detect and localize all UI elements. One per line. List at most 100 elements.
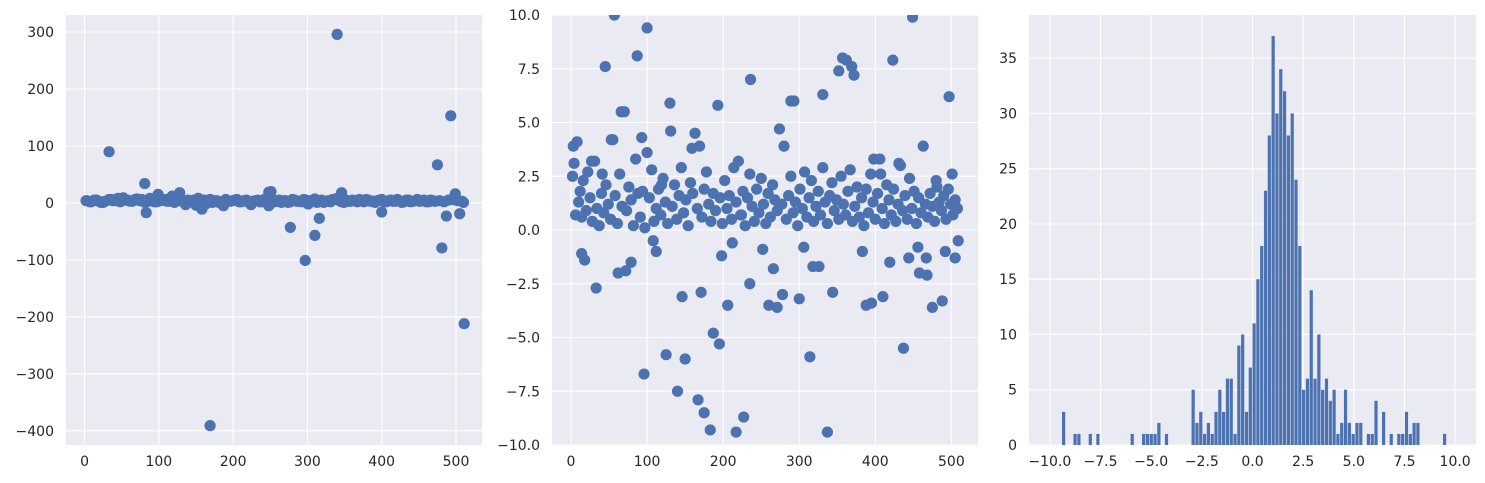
histogram-bar [1088, 433, 1092, 445]
y-tick-label: 5 [1008, 383, 1017, 399]
scatter-point [719, 174, 731, 187]
histogram-bar [1404, 411, 1409, 445]
scatter-point [686, 142, 698, 154]
histogram-bar [1347, 422, 1351, 445]
scatter-point [867, 196, 879, 208]
scatter-point [757, 198, 770, 210]
scatter-point [336, 187, 348, 199]
scatter-point [730, 426, 742, 438]
scatter-point [623, 181, 635, 193]
scatter-point [936, 295, 948, 307]
histogram-bar [1096, 433, 1100, 445]
scatter-point [602, 198, 614, 210]
y-tick-label: 7.5 [518, 62, 540, 78]
x-tick-label: 200 [710, 454, 737, 470]
scatter-point [817, 88, 829, 101]
histogram-bar [1073, 433, 1077, 445]
scatter-point [609, 190, 621, 202]
scatter-point [698, 183, 710, 195]
scatter-point [877, 291, 889, 303]
scatter-point [454, 208, 466, 220]
y-tick-label: −400 [16, 424, 54, 440]
histogram-bar [1062, 411, 1066, 445]
histogram-bar [1233, 433, 1237, 445]
scatter-point [664, 97, 676, 109]
histogram-bar [1214, 411, 1218, 445]
scatter-point [844, 164, 856, 176]
scatter-point [865, 168, 877, 180]
scatter-point [805, 174, 818, 187]
histogram-bar [1351, 433, 1355, 445]
scatter-point [920, 252, 932, 264]
histogram-bar [1252, 323, 1256, 445]
scatter-point [140, 207, 152, 219]
scatter-point [860, 183, 872, 195]
scatter-point [753, 207, 765, 219]
scatter-point [744, 168, 756, 180]
scatter-point [713, 338, 725, 350]
x-tick-label: −7.5 [1084, 454, 1118, 470]
scatter-point [196, 203, 208, 215]
plot-area [66, 15, 482, 445]
scatter-point [951, 202, 964, 215]
histogram-bar [1275, 113, 1279, 445]
scatter-point [440, 210, 452, 222]
histogram-bar [1412, 422, 1416, 445]
scatter-point [946, 168, 958, 180]
scatter-point [878, 217, 891, 230]
scatter-point [726, 237, 738, 249]
scatter-point [803, 192, 815, 204]
scatter-point [899, 190, 911, 202]
histogram-bar [1374, 400, 1378, 445]
histogram-bar [1157, 422, 1161, 445]
histogram-bar [1142, 433, 1146, 445]
scatter-point [584, 192, 596, 204]
histogram-bar [1408, 433, 1412, 445]
scatter-point [599, 61, 611, 73]
y-tick-label: 0 [45, 196, 54, 212]
scatter-point [641, 147, 653, 159]
histogram-bar [1286, 135, 1290, 445]
scatter-point [952, 235, 964, 247]
scatter-point [744, 278, 756, 290]
scatter-point [577, 174, 589, 187]
scatter-point [611, 217, 624, 230]
marks-layer [80, 28, 470, 432]
scatter-point [445, 110, 457, 122]
scatter-point [837, 198, 849, 210]
scatter-point [814, 209, 827, 221]
scatter-point [748, 215, 760, 227]
y-tick-label: 35 [999, 51, 1017, 67]
marks-layer [566, 15, 964, 438]
scatter-point [817, 162, 829, 174]
x-tick-label: 0 [80, 454, 89, 470]
scatter-point [700, 166, 713, 178]
scatter-point [299, 254, 311, 267]
y-tick-label: −2.5 [506, 277, 540, 293]
scatter-point [935, 205, 948, 217]
histogram-bar [1324, 378, 1329, 445]
scatter-point [666, 200, 678, 212]
scatter-point [585, 155, 598, 167]
scatter-point [627, 220, 639, 232]
scatter-point [949, 252, 961, 264]
scatter-point [807, 260, 819, 273]
scatter-point [785, 170, 797, 182]
scatter-point [804, 351, 816, 363]
y-tick-label: 100 [27, 139, 54, 155]
histogram-bar [1195, 422, 1199, 445]
scatter-point [901, 213, 913, 225]
scatter-point [692, 394, 704, 406]
scatter-point [695, 286, 707, 298]
scatter-point [458, 318, 470, 330]
scatter-point [103, 146, 115, 158]
y-tick-label: 2.5 [518, 169, 540, 185]
y-tick-label: 10.0 [509, 8, 540, 24]
scatter-point [650, 245, 662, 258]
y-tick-label: 0 [1008, 438, 1017, 454]
scatter-point [580, 205, 592, 217]
scatter-point [696, 211, 708, 223]
histogram-bar [1355, 422, 1359, 445]
scatter-point [620, 205, 633, 217]
y-tick-label: 25 [999, 162, 1017, 178]
